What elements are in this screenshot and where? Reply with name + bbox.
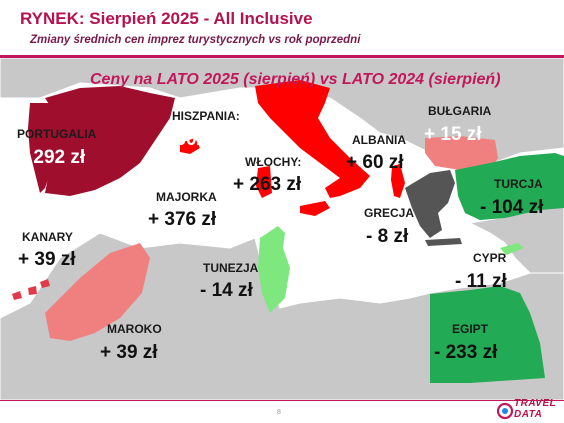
country-value-kanary: + 39 zł bbox=[18, 249, 76, 270]
morocco-shape bbox=[45, 243, 150, 341]
page-number: 8 bbox=[277, 409, 281, 416]
logo-text-line: TRAVEL bbox=[514, 398, 557, 409]
portugal-shape bbox=[28, 103, 60, 193]
footer-divider bbox=[0, 400, 564, 401]
logo-text: TRAVEL DATA bbox=[514, 398, 556, 420]
country-name-bulgaria: BUŁGARIA bbox=[428, 104, 492, 118]
italy-shape bbox=[255, 80, 370, 198]
mediterranean-map bbox=[0, 58, 564, 400]
country-value-albania: + 60 zł bbox=[346, 152, 404, 173]
country-name-portugalia: PORTUGALIA bbox=[17, 127, 97, 141]
travel-data-logo bbox=[496, 402, 514, 420]
country-name-turcja: TURCJA bbox=[494, 177, 543, 191]
page-subtitle: Zmiany średnich cen imprez turystycznych… bbox=[30, 34, 361, 46]
europe-north-land bbox=[0, 58, 564, 169]
country-name-majorka: MAJORKA bbox=[156, 190, 217, 204]
country-value-hiszpania: + 602 zł bbox=[159, 129, 228, 150]
spain-shape bbox=[45, 86, 175, 196]
country-name-albania: ALBANIA bbox=[352, 133, 406, 147]
country-value-maroko: + 39 zł bbox=[100, 342, 158, 363]
country-value-portugalia: + 292 zł bbox=[17, 147, 86, 168]
header-divider bbox=[0, 55, 564, 58]
egypt-shape bbox=[430, 286, 545, 383]
country-value-cypr: - 11 zł bbox=[455, 271, 507, 292]
canary-islands-shape bbox=[12, 279, 50, 300]
country-name-tunezja: TUNEZJA bbox=[203, 261, 259, 275]
country-value-wlochy: + 263 zł bbox=[233, 174, 302, 195]
greece-shape bbox=[405, 170, 455, 238]
map-heading: Ceny na LATO 2025 (sierpień) vs LATO 202… bbox=[90, 71, 501, 88]
sardinia-shape bbox=[256, 166, 272, 198]
country-value-turcja: - 104 zł bbox=[480, 197, 544, 218]
country-value-egipt: - 233 zł bbox=[434, 342, 498, 363]
country-name-egipt: EGIPT bbox=[452, 322, 489, 336]
country-name-maroko: MAROKO bbox=[107, 322, 162, 336]
country-name-kanary: KANARY bbox=[22, 230, 73, 244]
country-name-cypr: CYPR bbox=[473, 251, 507, 265]
cyprus-shape bbox=[500, 243, 524, 255]
country-value-majorka: + 376 zł bbox=[148, 209, 217, 230]
country-name-hiszpania: HISZPANIA: bbox=[172, 109, 240, 123]
tunisia-shape bbox=[258, 226, 290, 313]
logo-text-line: DATA bbox=[514, 409, 543, 420]
country-name-grecja: GRECJA bbox=[364, 206, 415, 220]
country-name-wlochy: WŁOCHY: bbox=[245, 155, 302, 169]
country-value-tunezja: - 14 zł bbox=[200, 280, 253, 301]
albania-shape bbox=[391, 164, 405, 198]
majorca-shape bbox=[180, 138, 200, 154]
crete-shape bbox=[425, 238, 462, 246]
country-value-bulgaria: + 15 zł bbox=[424, 124, 482, 145]
bulgaria-shape bbox=[425, 136, 498, 170]
country-value-grecja: - 8 zł bbox=[366, 226, 409, 247]
sicily-shape bbox=[300, 201, 330, 216]
page-title: RYNEK: Sierpień 2025 - All Inclusive bbox=[20, 9, 313, 28]
turkey-shape bbox=[455, 153, 564, 220]
